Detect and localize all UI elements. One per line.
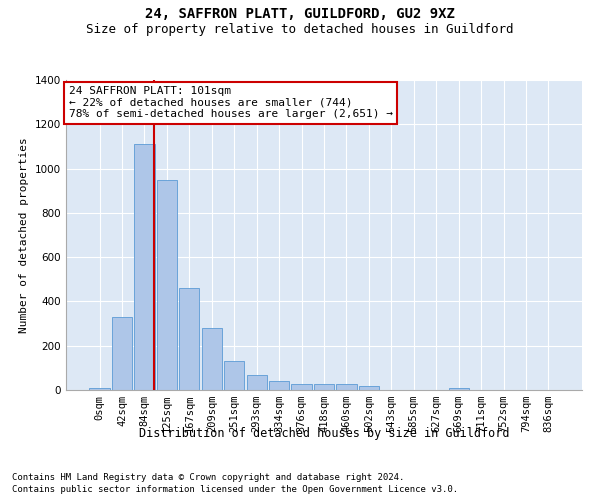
Bar [112,317,132,390]
Bar [359,386,379,390]
Text: Contains HM Land Registry data © Crown copyright and database right 2024.: Contains HM Land Registry data © Crown c… [12,472,404,482]
Bar [224,361,244,390]
Text: Size of property relative to detached houses in Guildford: Size of property relative to detached ho… [86,22,514,36]
Y-axis label: Number of detached properties: Number of detached properties [19,137,29,333]
Bar [449,388,469,390]
Text: 24 SAFFRON PLATT: 101sqm
← 22% of detached houses are smaller (744)
78% of semi-: 24 SAFFRON PLATT: 101sqm ← 22% of detach… [68,86,392,120]
Bar [179,288,199,390]
Bar [314,384,334,390]
Bar [157,180,177,390]
Bar [134,144,155,390]
Bar [292,384,311,390]
Bar [202,328,222,390]
Bar [337,384,356,390]
Bar [247,374,267,390]
Text: Distribution of detached houses by size in Guildford: Distribution of detached houses by size … [139,428,509,440]
Text: Contains public sector information licensed under the Open Government Licence v3: Contains public sector information licen… [12,485,458,494]
Bar [89,388,110,390]
Bar [269,381,289,390]
Text: 24, SAFFRON PLATT, GUILDFORD, GU2 9XZ: 24, SAFFRON PLATT, GUILDFORD, GU2 9XZ [145,8,455,22]
